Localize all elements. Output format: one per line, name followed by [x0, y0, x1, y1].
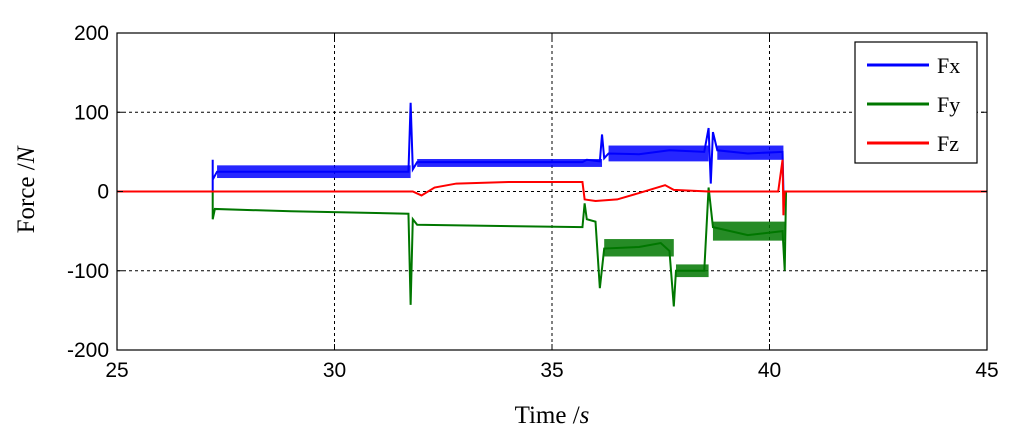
y-tick-label: 200 — [74, 22, 109, 45]
series-fz — [117, 159, 987, 216]
y-tick-label: -200 — [67, 339, 109, 362]
x-tick-label: 40 — [758, 359, 781, 382]
x-tick-label: 45 — [975, 359, 998, 382]
series-fx-noise-band — [608, 145, 709, 162]
series-layer — [117, 102, 987, 307]
series-fy-noise-band — [712, 221, 785, 241]
y-axis-label: Force /N — [13, 145, 40, 233]
legend-label-fz: Fz — [937, 131, 959, 156]
legend-label-fy: Fy — [937, 92, 960, 117]
y-axis-label-text: Force / — [13, 163, 40, 233]
series-fy-line — [117, 187, 987, 307]
y-axis-label-unit: N — [13, 145, 40, 164]
x-tick-label: 25 — [105, 359, 128, 382]
series-fx-line — [117, 102, 987, 193]
y-tick-label: -100 — [67, 260, 109, 283]
x-tick-label: 30 — [323, 359, 346, 382]
y-tick-label: 100 — [74, 101, 109, 124]
x-axis-label: Time /s — [515, 402, 590, 429]
x-tick-label: 35 — [540, 359, 563, 382]
x-axis-label-unit: s — [580, 402, 590, 429]
grid-lines — [117, 33, 987, 350]
y-tick-label: 0 — [97, 181, 109, 204]
series-fy — [117, 187, 987, 307]
legend-label-fx: Fx — [937, 53, 960, 78]
series-fz-line — [117, 159, 987, 216]
legend: Fx Fy Fz — [854, 41, 978, 164]
series-fx — [117, 102, 987, 193]
x-axis-label-text: Time / — [515, 402, 580, 429]
axis-ticks: 25 30 35 40 45 200 100 0 -100 -200 — [67, 22, 999, 382]
